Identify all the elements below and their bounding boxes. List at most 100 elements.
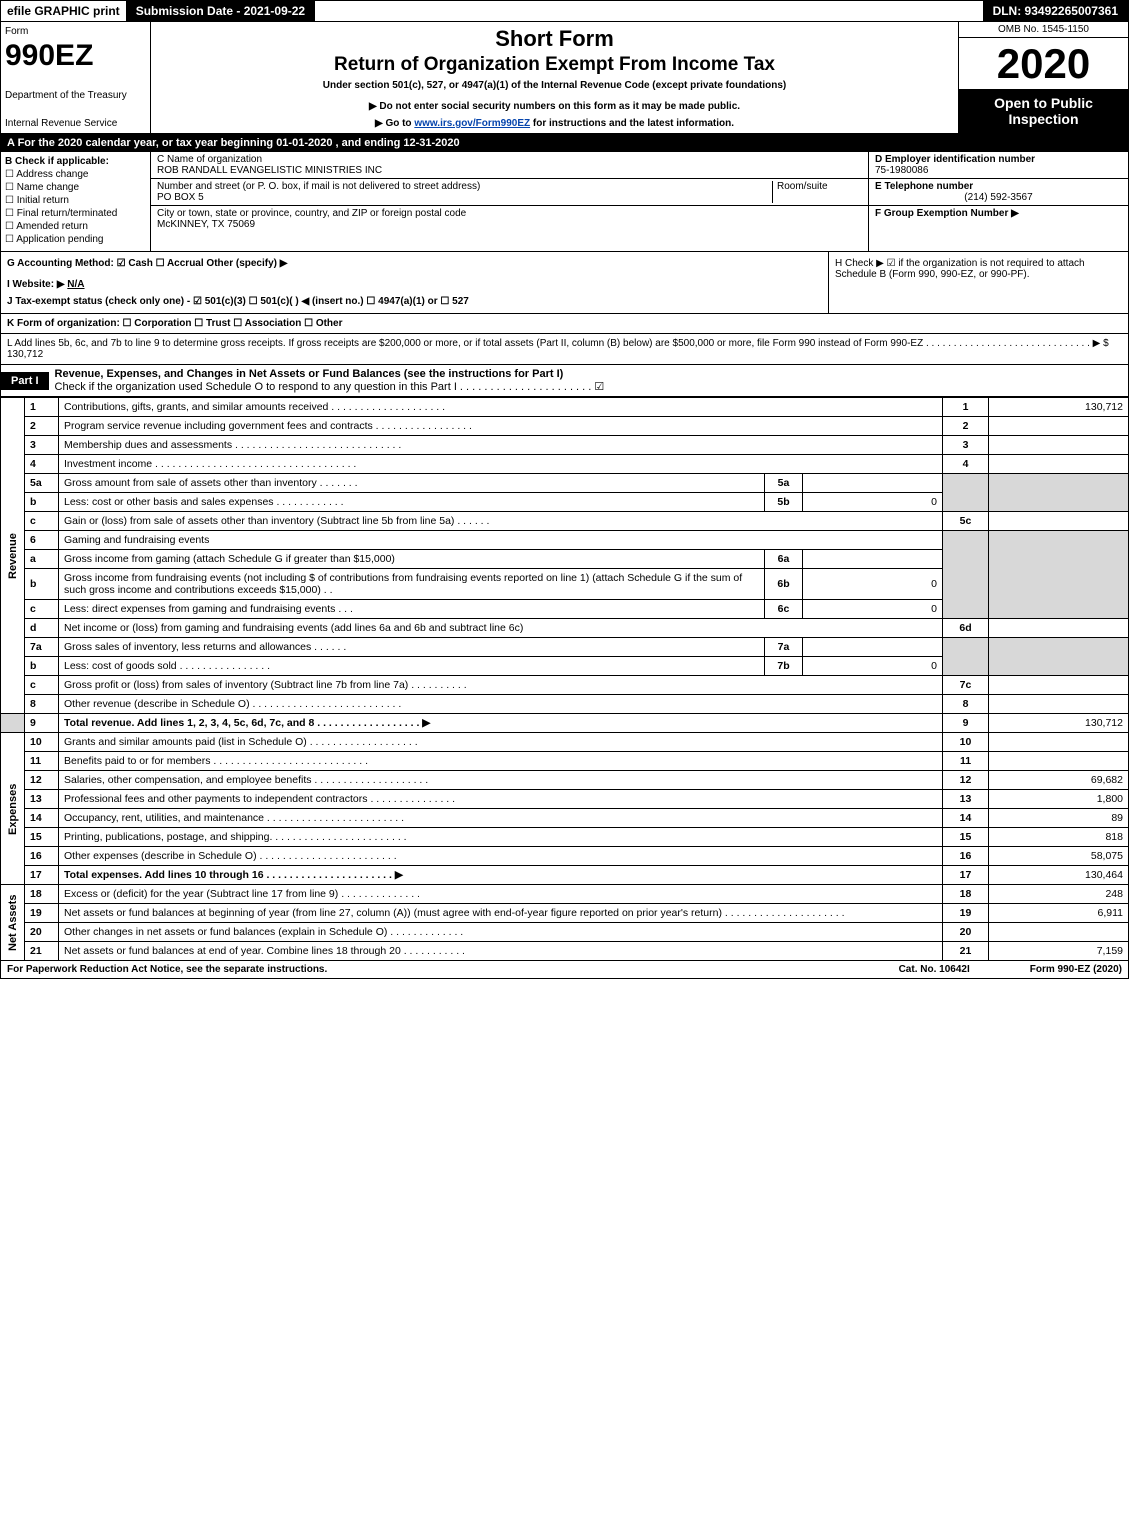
part1-title-text: Revenue, Expenses, and Changes in Net As…: [55, 368, 564, 380]
table-row: 3Membership dues and assessments . . . .…: [1, 436, 1129, 455]
page-footer: For Paperwork Reduction Act Notice, see …: [0, 961, 1129, 979]
line-val: [989, 417, 1129, 436]
c-value: ROB RANDALL EVANGELISTIC MINISTRIES INC: [157, 165, 862, 176]
sub-ref: 5a: [765, 474, 803, 493]
sub-ref: 7b: [765, 657, 803, 676]
line-text: Other revenue (describe in Schedule O) .…: [59, 695, 943, 714]
table-row: Revenue 1Contributions, gifts, grants, a…: [1, 398, 1129, 417]
open-inspection: Open to Public Inspection: [959, 89, 1128, 133]
line-num: a: [25, 550, 59, 569]
c-label: C Name of organization: [157, 154, 862, 165]
lines-table: Revenue 1Contributions, gifts, grants, a…: [0, 397, 1129, 961]
goto-link[interactable]: www.irs.gov/Form990EZ: [414, 118, 530, 129]
d-label: D Employer identification number: [875, 154, 1122, 165]
footer-left: For Paperwork Reduction Act Notice, see …: [7, 964, 899, 975]
dept-label: Department of the Treasury: [5, 90, 146, 101]
line-ref: 10: [943, 733, 989, 752]
line-num: 10: [25, 733, 59, 752]
line-ref: 20: [943, 923, 989, 942]
k-line: K Form of organization: ☐ Corporation ☐ …: [0, 314, 1129, 334]
line-text: Excess or (deficit) for the year (Subtra…: [59, 885, 943, 904]
line-num: 13: [25, 790, 59, 809]
line-text: Professional fees and other payments to …: [59, 790, 943, 809]
spacer: [315, 1, 982, 21]
line-val: [989, 436, 1129, 455]
irs-label: Internal Revenue Service: [5, 118, 146, 129]
shade-cell: [989, 474, 1129, 512]
under-section: Under section 501(c), 527, or 4947(a)(1)…: [155, 80, 954, 91]
col-def: D Employer identification number 75-1980…: [868, 152, 1128, 251]
shade-cell: [989, 531, 1129, 619]
table-row: Net Assets 18Excess or (deficit) for the…: [1, 885, 1129, 904]
line-text: Less: cost or other basis and sales expe…: [59, 493, 765, 512]
dln-label: DLN: 93492265007361: [983, 1, 1128, 21]
table-row: cGain or (loss) from sale of assets othe…: [1, 512, 1129, 531]
e-row: E Telephone number (214) 592-3567: [869, 179, 1128, 206]
line-ref: 7c: [943, 676, 989, 695]
line-num: 14: [25, 809, 59, 828]
line-num: b: [25, 657, 59, 676]
table-row: 7aGross sales of inventory, less returns…: [1, 638, 1129, 657]
city-label: City or town, state or province, country…: [157, 208, 466, 219]
b-item[interactable]: ☐ Amended return: [5, 221, 146, 232]
line-num: 16: [25, 847, 59, 866]
line-val: 6,911: [989, 904, 1129, 923]
line-val: 1,800: [989, 790, 1129, 809]
i-label: I Website: ▶: [7, 279, 65, 290]
line-ref: 19: [943, 904, 989, 923]
line-ref: 4: [943, 455, 989, 474]
line-text: Gross profit or (loss) from sales of inv…: [59, 676, 943, 695]
i-value: N/A: [67, 279, 84, 290]
spacer-cell: [1, 714, 25, 733]
line-val: [989, 695, 1129, 714]
line-num: c: [25, 676, 59, 695]
b-item[interactable]: ☐ Initial return: [5, 195, 146, 206]
table-row: 14Occupancy, rent, utilities, and mainte…: [1, 809, 1129, 828]
i-line: I Website: ▶ N/A: [7, 279, 822, 290]
top-bar: efile GRAPHIC print Submission Date - 20…: [0, 0, 1129, 22]
room-label: Room/suite: [772, 181, 862, 203]
line-ref: 5c: [943, 512, 989, 531]
b-item[interactable]: ☐ Name change: [5, 182, 146, 193]
b-item[interactable]: ☐ Address change: [5, 169, 146, 180]
header-right: OMB No. 1545-1150 2020 Open to Public In…: [958, 22, 1128, 133]
table-row: 4Investment income . . . . . . . . . . .…: [1, 455, 1129, 474]
goto-pre: ▶ Go to: [375, 118, 414, 129]
line-num: 8: [25, 695, 59, 714]
footer-right: Form 990-EZ (2020): [1030, 964, 1122, 975]
b-item[interactable]: ☐ Application pending: [5, 234, 146, 245]
line-text: Less: cost of goods sold . . . . . . . .…: [59, 657, 765, 676]
line-ref: 2: [943, 417, 989, 436]
line-num: 19: [25, 904, 59, 923]
table-row: 17Total expenses. Add lines 10 through 1…: [1, 866, 1129, 885]
j-line: J Tax-exempt status (check only one) - ☑…: [7, 296, 822, 307]
line-val: [989, 619, 1129, 638]
b-label: B Check if applicable:: [5, 156, 146, 167]
line-num: c: [25, 512, 59, 531]
revenue-label: Revenue: [1, 398, 25, 714]
sub-val: [803, 474, 943, 493]
line-text: Occupancy, rent, utilities, and maintena…: [59, 809, 943, 828]
part1-title: Revenue, Expenses, and Changes in Net As…: [49, 365, 1128, 396]
table-row: 20Other changes in net assets or fund ba…: [1, 923, 1129, 942]
line-a-taxyear: A For the 2020 calendar year, or tax yea…: [0, 134, 1129, 152]
expenses-label: Expenses: [1, 733, 25, 885]
line-ref: 9: [943, 714, 989, 733]
line-val: 89: [989, 809, 1129, 828]
table-row: 9 Total revenue. Add lines 1, 2, 3, 4, 5c…: [1, 714, 1129, 733]
shade-cell: [943, 531, 989, 619]
table-row: 15Printing, publications, postage, and s…: [1, 828, 1129, 847]
line-num: b: [25, 569, 59, 600]
ghij-block: G Accounting Method: ☑ Cash ☐ Accrual Ot…: [0, 252, 1129, 314]
b-item[interactable]: ☐ Final return/terminated: [5, 208, 146, 219]
line-text-bold: Total revenue. Add lines 1, 2, 3, 4, 5c,…: [64, 717, 430, 729]
line-text: Other expenses (describe in Schedule O) …: [59, 847, 943, 866]
sub-ref: 6c: [765, 600, 803, 619]
line-val: [989, 923, 1129, 942]
return-title: Return of Organization Exempt From Incom…: [155, 54, 954, 76]
line-ref: 3: [943, 436, 989, 455]
sub-val: [803, 550, 943, 569]
table-row: 19Net assets or fund balances at beginni…: [1, 904, 1129, 923]
line-num: 5a: [25, 474, 59, 493]
sub-val: [803, 638, 943, 657]
